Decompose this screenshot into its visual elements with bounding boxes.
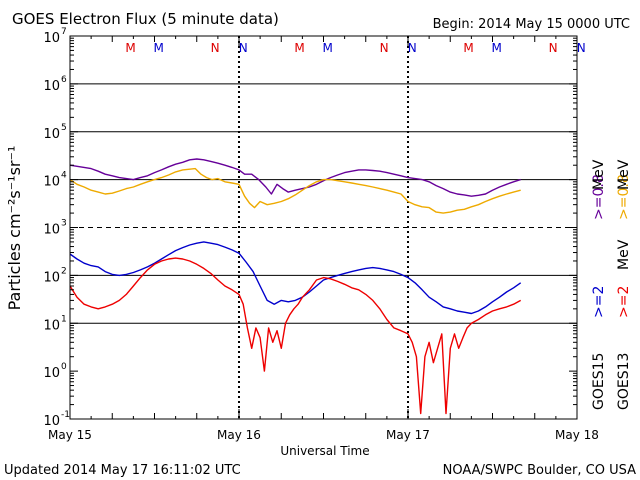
legend-goes13-08mev: >=0.8 (616, 174, 632, 220)
y-tick-base: 10 (43, 414, 60, 429)
y-tick-base: 10 (43, 270, 60, 285)
series-layer (69, 158, 522, 415)
mn-marker: M (125, 41, 135, 55)
mn-marker: N (211, 41, 220, 55)
y-tick-exponent: 0 (61, 362, 67, 372)
y-tick-label: 10 4 (43, 171, 67, 190)
mn-marker: M (294, 41, 304, 55)
y-tick-label: 10 5 (43, 123, 66, 142)
mn-marker: N (408, 41, 417, 55)
footer-credit: NOAA/SWPC Boulder, CO USA (443, 463, 636, 478)
x-tick-label: May 15 (48, 428, 92, 442)
series-line (69, 241, 522, 315)
mn-marker: N (549, 41, 558, 55)
y-tick-base: 10 (43, 318, 60, 333)
y-tick-label: 10 6 (43, 75, 67, 94)
footer-updated: Updated 2014 May 17 16:11:02 UTC (4, 463, 241, 478)
y-tick-exponent: 7 (61, 27, 67, 37)
y-tick-base: 10 (43, 127, 60, 142)
mn-marker: N (380, 41, 389, 55)
mn-marker: M (492, 41, 502, 55)
legend-goes15-08mev: >=0.8 (591, 174, 607, 220)
frame-layer (69, 35, 578, 420)
y-tick-exponent: 4 (61, 171, 67, 181)
y-tick-base: 10 (43, 79, 60, 94)
begin-label: Begin: 2014 May 15 0000 UTC (433, 17, 630, 32)
y-tick-base: 10 (43, 366, 60, 381)
y-tick-label: 10 3 (43, 219, 66, 238)
y-tick-base: 10 (43, 175, 60, 190)
y-tick-label: 10 -1 (43, 410, 70, 429)
y-tick-exponent: 3 (61, 219, 67, 229)
y-tick-exponent: 1 (61, 314, 67, 324)
y-tick-label: 10 1 (43, 314, 66, 333)
legend-unit-2mev: MeV (616, 239, 632, 270)
legend-goes13: GOES13 (616, 353, 632, 410)
x-tick-label: May 17 (386, 428, 430, 442)
mn-marker: N (577, 41, 586, 55)
mn-marker: M (323, 41, 333, 55)
legend-unit-08mev-goes15: MeV (591, 159, 607, 190)
y-axis-label: Particles cm⁻²s⁻¹sr⁻¹ (5, 146, 24, 311)
x-tick-label: May 16 (217, 428, 261, 442)
y-tick-label: 10 2 (43, 266, 66, 285)
legend-unit-08mev-goes13: MeV (616, 159, 632, 190)
mn-marker: M (463, 41, 473, 55)
y-tick-exponent: 6 (61, 75, 67, 85)
y-tick-exponent: 5 (61, 123, 67, 133)
y-tick-label: 10 7 (43, 27, 66, 46)
legend-goes15: GOES15 (591, 353, 607, 410)
series-line (69, 158, 521, 197)
legend-goes15-2mev: >=2 (591, 286, 607, 318)
chart-title: GOES Electron Flux (5 minute data) (12, 10, 279, 28)
y-tick-label: 10 0 (43, 362, 67, 381)
series-line (69, 257, 522, 415)
legend-goes13-2mev: >=2 (616, 286, 632, 318)
x-tick-label: May 18 (555, 428, 599, 442)
grid-layer (70, 36, 577, 419)
y-tick-base: 10 (43, 223, 60, 238)
y-tick-exponent: 2 (61, 266, 67, 276)
x-axis-label: Universal Time (280, 444, 369, 458)
series-line (69, 167, 521, 214)
mn-marker: N (239, 41, 248, 55)
y-tick-exponent: -1 (61, 410, 70, 420)
y-tick-base: 10 (43, 31, 60, 46)
mn-marker: M (154, 41, 164, 55)
